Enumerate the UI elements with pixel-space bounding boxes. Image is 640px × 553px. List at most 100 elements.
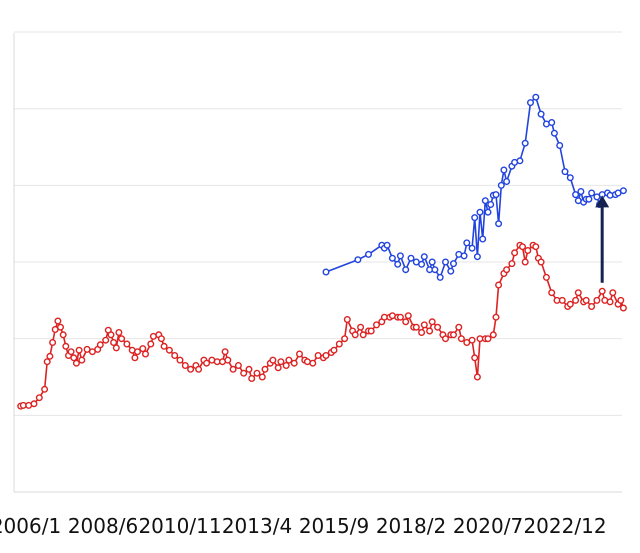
series-0-point-151 — [619, 304, 627, 312]
series-0-point-66 — [274, 364, 282, 372]
gridlines — [13, 31, 622, 493]
series-0-point-110 — [457, 335, 465, 343]
series-0-point-23 — [96, 341, 104, 349]
series-0-point-40 — [157, 335, 165, 343]
series-0-point-60 — [248, 375, 256, 383]
x-tick-label-3: 2013/4 — [222, 514, 292, 538]
series-0-point-54 — [221, 348, 229, 356]
series-0-point-74 — [309, 359, 317, 367]
series-0-point-142 — [582, 296, 590, 304]
series-0-point-119 — [492, 313, 500, 321]
series-0-point-12 — [59, 331, 67, 339]
series-0-point-44 — [176, 356, 184, 364]
series-0-point-17 — [72, 359, 80, 367]
series-0-point-68 — [282, 362, 290, 370]
series-0-point-99 — [412, 323, 420, 331]
series-1-point-26 — [473, 253, 481, 261]
series-0-point-147 — [606, 298, 614, 306]
x-tick-label-4: 2015/9 — [299, 514, 369, 538]
series-0-point-82 — [343, 316, 351, 324]
series-1-point-65 — [619, 187, 627, 195]
series-0-point-114 — [473, 373, 481, 381]
series-0-point-126 — [519, 243, 527, 251]
series-0-point-58 — [240, 369, 248, 377]
series-1-point-57 — [588, 189, 596, 197]
series-0-point-103 — [428, 318, 436, 326]
series-1-point-40 — [516, 157, 524, 165]
series-1-point-29 — [481, 197, 489, 205]
series-0-point-50 — [203, 359, 211, 367]
series-0-point-136 — [558, 296, 566, 304]
series-0-point-31 — [123, 340, 131, 348]
series-0-point-42 — [165, 346, 173, 354]
series-0-point-28 — [112, 344, 120, 352]
arrow-head — [595, 195, 610, 208]
series-1-point-23 — [463, 239, 471, 247]
series-0-point-84 — [351, 331, 359, 339]
series-0-point-35 — [139, 345, 147, 353]
series-1-point-35 — [497, 181, 505, 189]
series-0-point-16 — [70, 354, 78, 362]
series-0-point-15 — [67, 348, 75, 356]
series-1-point-10 — [407, 254, 415, 262]
series-1-point-9 — [402, 266, 410, 274]
series-1-point-56 — [585, 195, 593, 203]
series-0-point-104 — [434, 323, 442, 331]
series-1-point-5 — [383, 241, 391, 249]
series-0-point-97 — [404, 312, 412, 320]
series-1-point-8 — [396, 252, 404, 260]
annotations — [595, 195, 610, 283]
series-1-point-50 — [566, 174, 574, 182]
series-1-point-12 — [418, 260, 426, 268]
series-0-point-122 — [503, 266, 511, 274]
series-0-point-13 — [62, 342, 70, 350]
series-0-point-133 — [542, 273, 550, 281]
series-1-point-47 — [550, 129, 558, 137]
series-0-point-65 — [269, 356, 277, 364]
series-0-point-120 — [495, 281, 503, 289]
series-0-point-5 — [41, 385, 49, 393]
series-1-point-15 — [428, 258, 436, 266]
series-1-point-49 — [561, 168, 569, 176]
series-1-point-1 — [354, 256, 362, 264]
series-0-point-145 — [598, 287, 606, 295]
series-0-point-36 — [141, 350, 149, 358]
series-0-point-4 — [35, 394, 43, 402]
series-0-point-59 — [245, 365, 253, 373]
series-0-point-139 — [572, 296, 580, 304]
series-0-point-81 — [341, 335, 349, 343]
series-1-point-43 — [532, 93, 540, 101]
series-0-point-117 — [484, 335, 492, 343]
series-1-point-41 — [521, 139, 529, 147]
series-0-point-109 — [455, 323, 463, 331]
series-0-point-150 — [617, 296, 625, 304]
series-0-point-30 — [118, 335, 126, 343]
x-tick-label-1: 2008/6 — [68, 514, 138, 538]
series-0-point-138 — [566, 300, 574, 308]
x-tick-label-6: 2020/7 — [453, 514, 523, 538]
series-0-point-85 — [357, 323, 365, 331]
series-0-point-6 — [43, 358, 51, 366]
series-0-point-144 — [593, 296, 601, 304]
series-0-point-67 — [277, 358, 285, 366]
x-tick-label-5: 2018/2 — [376, 514, 446, 538]
series-1-point-7 — [394, 260, 402, 268]
series-1-point-44 — [537, 110, 545, 118]
series-0-point-18 — [75, 346, 83, 354]
series-0-point-128 — [524, 246, 532, 254]
series-0-point-71 — [296, 350, 304, 358]
series-1-point-30 — [484, 208, 492, 216]
series-0-point-57 — [234, 362, 242, 370]
series-0-point-101 — [420, 321, 428, 329]
series-0-point-118 — [489, 331, 497, 339]
series-1-point-24 — [468, 244, 476, 252]
series-1-point-34 — [495, 220, 503, 228]
series-1 — [322, 93, 627, 281]
series-0-point-88 — [367, 327, 375, 335]
series-0-point-124 — [511, 249, 519, 257]
series-0-point-11 — [57, 323, 65, 331]
series-1-point-33 — [492, 191, 500, 199]
series-lines — [17, 93, 627, 410]
series-0-point-80 — [335, 340, 343, 348]
